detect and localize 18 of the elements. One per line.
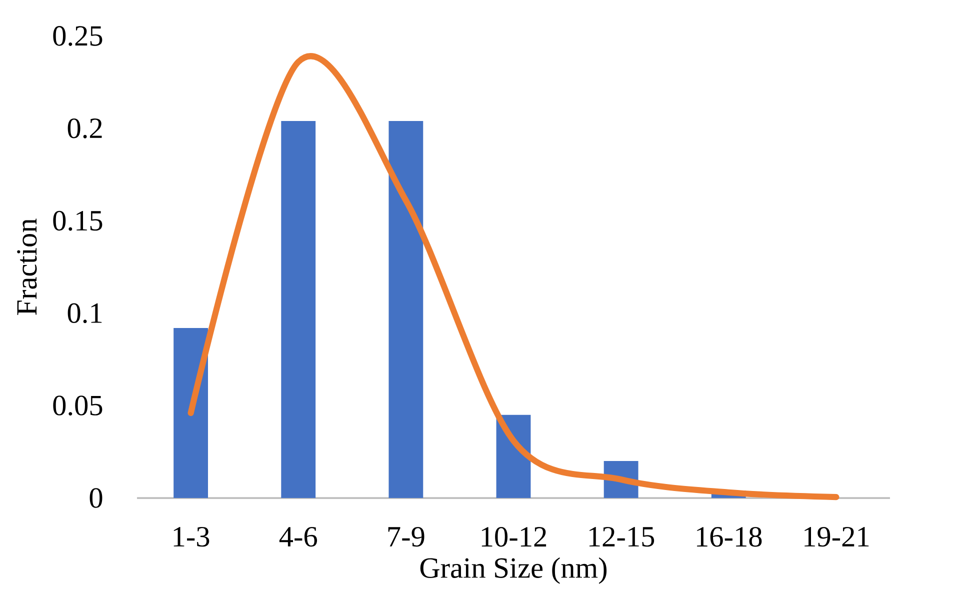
- y-tick-label: 0.15: [53, 210, 102, 231]
- x-tick-label: 1-3: [174, 526, 210, 547]
- y-tick-label: 0.2: [68, 118, 102, 138]
- x-tick-label: 4-6: [279, 526, 318, 547]
- y-tick-label: 0.05: [53, 396, 102, 416]
- y-tick-label: 0.1: [68, 303, 102, 324]
- y-tick-label: 0: [90, 488, 102, 508]
- bar: [388, 121, 424, 498]
- y-axis-title: Fraction: [17, 218, 37, 315]
- x-tick-label: 10-12: [482, 526, 546, 547]
- bar: [281, 121, 316, 498]
- x-tick-label: 16-18: [697, 526, 762, 547]
- x-tick-label: 7-9: [388, 526, 424, 547]
- x-tick-label: 12-15: [589, 526, 654, 547]
- x-tick-label: 19-21: [804, 526, 869, 547]
- y-tick-label: 0.25: [53, 26, 102, 46]
- bar: [174, 328, 208, 498]
- x-axis-title: Grain Size (nm): [420, 557, 607, 584]
